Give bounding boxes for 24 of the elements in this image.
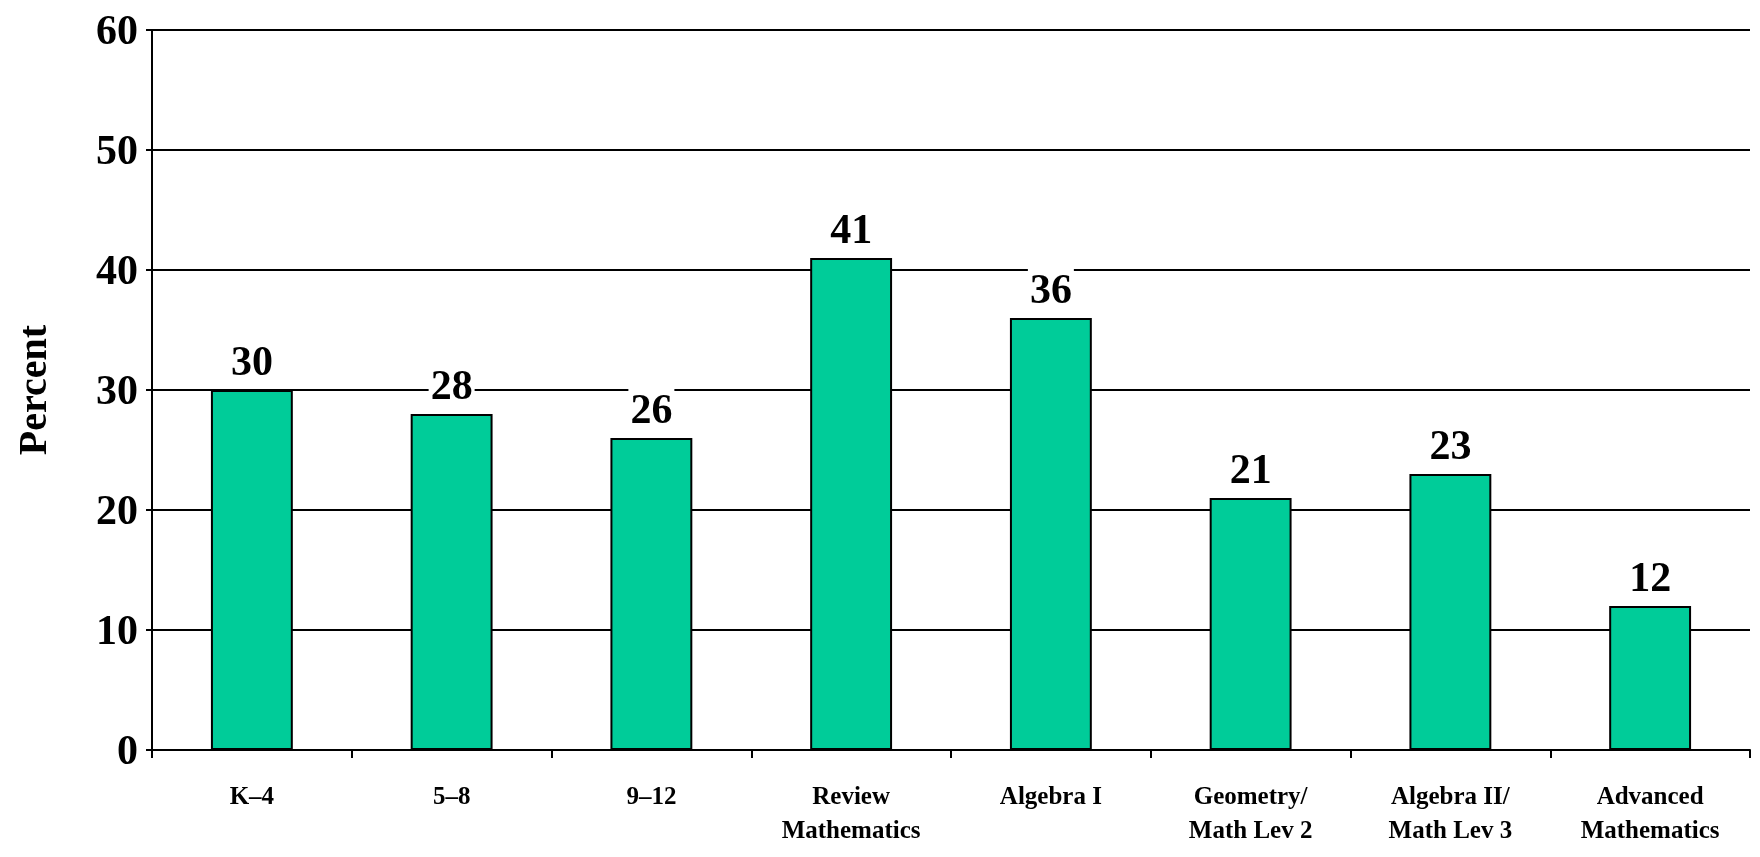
y-tick-label: 0	[117, 727, 138, 773]
y-tick-label: 10	[96, 607, 138, 653]
data-label: 21	[1229, 446, 1272, 492]
y-tick-label: 20	[96, 487, 138, 533]
data-label: 26	[630, 386, 673, 432]
data-label: 23	[1429, 422, 1472, 468]
y-tick-label: 60	[96, 7, 138, 53]
x-tick-label: Algebra II/ Math Lev 3	[1388, 781, 1513, 843]
x-tick-label: K–4	[229, 781, 275, 809]
y-tick-label: 40	[96, 247, 138, 293]
data-label: 30	[230, 338, 273, 384]
y-tick-label: 50	[96, 127, 138, 173]
x-tick-label: Advanced Mathematics	[1580, 781, 1720, 843]
y-tick-label: 30	[96, 367, 138, 413]
y-axis-title: Percent	[9, 324, 55, 456]
x-tick-label: 5–8	[432, 781, 471, 809]
x-tick-label: Geometry/ Math Lev 2	[1188, 781, 1313, 843]
x-tick-label: Review Mathematics	[781, 781, 921, 843]
data-label: 41	[830, 206, 873, 252]
data-label: 36	[1029, 266, 1072, 312]
x-tick-label: Algebra I	[999, 781, 1102, 809]
data-label: 28	[430, 362, 473, 408]
x-tick-label: 9–12	[626, 781, 677, 809]
data-label: 12	[1629, 554, 1672, 600]
